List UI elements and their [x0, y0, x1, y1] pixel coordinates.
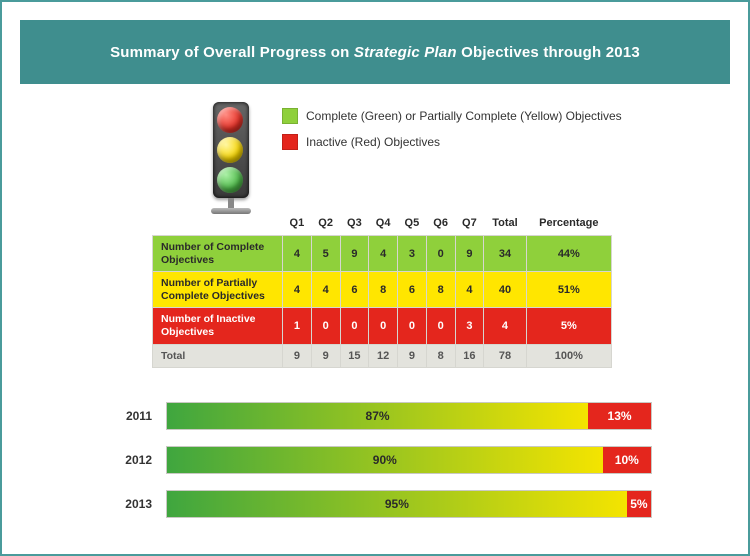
total-cell: 8 [426, 344, 455, 368]
lamp-green [217, 167, 243, 193]
col-q5: Q5 [398, 212, 427, 236]
bar-row-2011: 2011 87%13% [112, 402, 652, 430]
cell: 4 [283, 272, 312, 308]
bar-seg-green: 95% [167, 491, 627, 517]
cell: 44% [526, 236, 611, 272]
traffic-housing [213, 102, 249, 198]
total-cell: 9 [398, 344, 427, 368]
header-bar: Summary of Overall Progress on Strategic… [20, 20, 730, 84]
bar-seg-green: 90% [167, 447, 603, 473]
cell: 0 [311, 308, 340, 344]
legend-label-inactive: Inactive (Red) Objectives [306, 135, 440, 149]
col-q6: Q6 [426, 212, 455, 236]
year-bars: 2011 87%13% 2012 90%10% 2013 95%5% [112, 402, 652, 518]
cell: 8 [369, 272, 398, 308]
cell: 40 [484, 272, 526, 308]
bar-year-label: 2012 [112, 453, 152, 467]
cell: 9 [340, 236, 369, 272]
row-label: Number of Partially Complete Objectives [153, 272, 283, 308]
cell: 4 [369, 236, 398, 272]
bar-row-2012: 2012 90%10% [112, 446, 652, 474]
total-cell: 100% [526, 344, 611, 368]
legend-lines: Complete (Green) or Partially Complete (… [282, 102, 622, 150]
legend-row-complete: Complete (Green) or Partially Complete (… [282, 108, 622, 124]
cell: 6 [340, 272, 369, 308]
legend-row-inactive: Inactive (Red) Objectives [282, 134, 622, 150]
cell: 3 [398, 236, 427, 272]
bar-row-2013: 2013 95%5% [112, 490, 652, 518]
table-row: Number of Complete Objectives45943093444… [153, 236, 612, 272]
table-header-row: Q1Q2Q3Q4Q5Q6Q7TotalPercentage [153, 212, 612, 236]
col-q2: Q2 [311, 212, 340, 236]
col-total: Total [484, 212, 526, 236]
lamp-red [217, 107, 243, 133]
cell: 0 [426, 236, 455, 272]
traffic-pole [228, 198, 234, 208]
cell: 3 [455, 308, 484, 344]
page-title: Summary of Overall Progress on Strategic… [110, 44, 640, 61]
lamp-yellow [217, 137, 243, 163]
table-row: Number of Partially Complete Objectives4… [153, 272, 612, 308]
bar-track: 95%5% [166, 490, 652, 518]
col-q7: Q7 [455, 212, 484, 236]
legend-label-complete: Complete (Green) or Partially Complete (… [306, 109, 622, 123]
cell: 0 [369, 308, 398, 344]
cell: 1 [283, 308, 312, 344]
swatch-red [282, 134, 298, 150]
bar-seg-red: 5% [627, 491, 651, 517]
table-header-blank [153, 212, 283, 236]
col-q4: Q4 [369, 212, 398, 236]
row-label: Number of Inactive Objectives [153, 308, 283, 344]
legend-area: Complete (Green) or Partially Complete (… [202, 102, 622, 214]
cell: 34 [484, 236, 526, 272]
total-cell: 12 [369, 344, 398, 368]
cell: 0 [340, 308, 369, 344]
bar-seg-red: 10% [603, 447, 651, 473]
cell: 9 [455, 236, 484, 272]
cell: 4 [484, 308, 526, 344]
total-cell: 9 [283, 344, 312, 368]
total-cell: 16 [455, 344, 484, 368]
col-percentage: Percentage [526, 212, 611, 236]
swatch-green [282, 108, 298, 124]
cell: 51% [526, 272, 611, 308]
total-cell: 78 [484, 344, 526, 368]
bar-seg-red: 13% [588, 403, 651, 429]
cell: 4 [311, 272, 340, 308]
cell: 4 [283, 236, 312, 272]
objectives-table: Q1Q2Q3Q4Q5Q6Q7TotalPercentage Number of … [152, 212, 612, 368]
col-q3: Q3 [340, 212, 369, 236]
cell: 5 [311, 236, 340, 272]
traffic-light-icon [202, 102, 260, 214]
dashboard-frame: Summary of Overall Progress on Strategic… [0, 0, 750, 556]
row-label: Number of Complete Objectives [153, 236, 283, 272]
title-pre: Summary of Overall Progress on [110, 44, 354, 61]
total-cell: 15 [340, 344, 369, 368]
total-cell: 9 [311, 344, 340, 368]
bar-year-label: 2013 [112, 497, 152, 511]
bar-seg-green: 87% [167, 403, 588, 429]
table-row: Number of Inactive Objectives100000345% [153, 308, 612, 344]
objectives-table-wrap: Q1Q2Q3Q4Q5Q6Q7TotalPercentage Number of … [152, 212, 612, 368]
bar-track: 90%10% [166, 446, 652, 474]
table-total-row: Total991512981678100% [153, 344, 612, 368]
title-post: Objectives through 2013 [457, 44, 640, 61]
cell: 5% [526, 308, 611, 344]
col-q1: Q1 [283, 212, 312, 236]
table-body: Number of Complete Objectives45943093444… [153, 236, 612, 368]
table-head: Q1Q2Q3Q4Q5Q6Q7TotalPercentage [153, 212, 612, 236]
cell: 8 [426, 272, 455, 308]
bar-year-label: 2011 [112, 409, 152, 423]
title-em: Strategic Plan [354, 44, 457, 61]
cell: 4 [455, 272, 484, 308]
bar-track: 87%13% [166, 402, 652, 430]
cell: 0 [426, 308, 455, 344]
cell: 6 [398, 272, 427, 308]
total-label: Total [153, 344, 283, 368]
cell: 0 [398, 308, 427, 344]
